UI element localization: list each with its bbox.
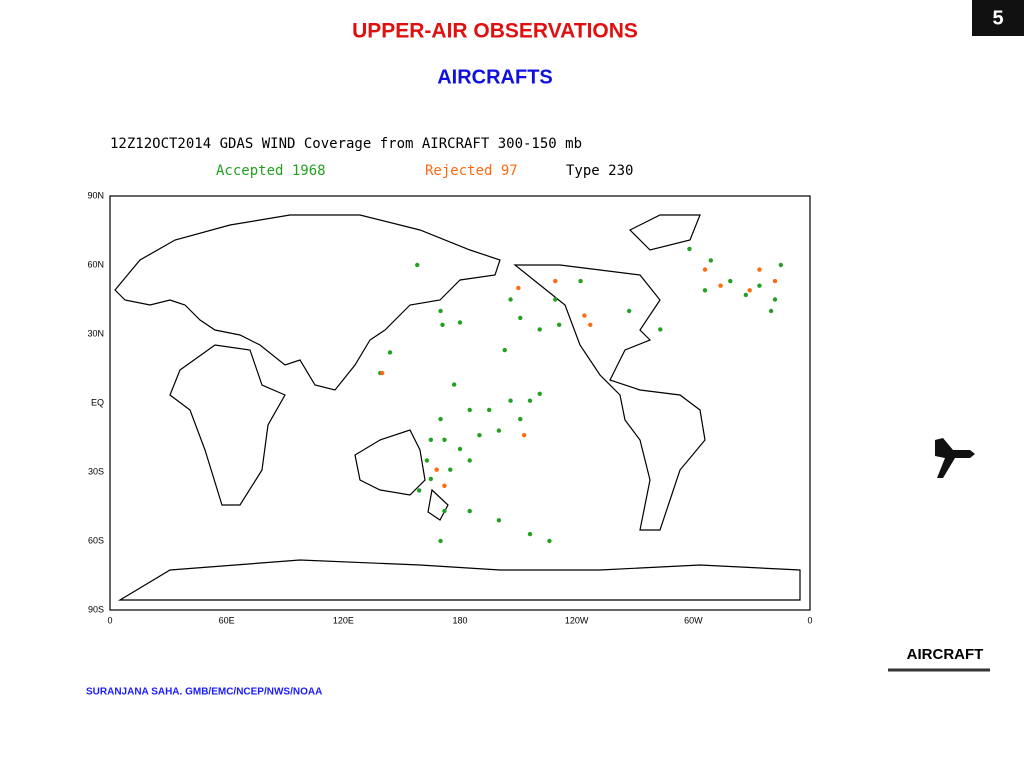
lon-label: 60W [684, 615, 703, 625]
accepted-observation [440, 322, 445, 327]
lat-label: 60N [87, 259, 104, 269]
accepted-observation [424, 458, 430, 463]
icon-label: AIRCRAFT [907, 646, 984, 663]
lon-label: 0 [807, 615, 812, 625]
accepted-observation [626, 308, 632, 314]
map [109, 195, 811, 611]
subtitle: AIRCRAFTS [437, 66, 553, 88]
accepted-observation [772, 297, 778, 302]
accepted-observation [556, 322, 562, 327]
accepted-observation [416, 488, 422, 493]
lon-label: 180 [452, 615, 467, 625]
accepted-observation [527, 398, 533, 403]
accepted-observation [778, 262, 784, 268]
rejected-observation [434, 467, 439, 472]
legend-type: Type 230 [566, 163, 633, 179]
lon-label: 60E [219, 615, 235, 625]
accepted-observation [387, 350, 393, 355]
accepted-observation [442, 508, 447, 514]
rejected-observation [588, 322, 593, 327]
accepted-observation [438, 416, 443, 422]
coastlines [114, 214, 801, 601]
map-frame [109, 195, 811, 611]
accepted-observation [702, 288, 708, 293]
rejected-observation [582, 313, 587, 318]
accepted-observation [457, 446, 463, 452]
accepted-observation [578, 278, 583, 284]
accepted-observation [518, 416, 523, 422]
lon-label: 120E [333, 615, 354, 625]
accepted-observation [708, 258, 714, 263]
accepted-observation [467, 508, 472, 514]
legend-rejected: Rejected 97 [425, 163, 518, 179]
lat-label: 90N [87, 190, 104, 200]
rejected-observation [516, 285, 521, 291]
accepted-observation [438, 308, 443, 314]
accepted-observation [428, 437, 434, 442]
footer: SURANJANA SAHA. GMB/EMC/NCEP/NWS/NOAA [86, 687, 322, 698]
accepted-observation [527, 531, 533, 537]
lat-label: 60S [88, 535, 104, 545]
rejected-observation [747, 288, 752, 293]
lat-label: 90S [88, 604, 104, 614]
accepted-observation [743, 292, 749, 298]
accepted-observation [537, 327, 542, 332]
accepted-observation [496, 518, 502, 523]
lon-label: 120W [565, 615, 589, 625]
rejected-observation [553, 278, 558, 284]
lon-label: 0 [107, 615, 112, 625]
accepted-observation [457, 320, 463, 325]
lat-label: EQ [91, 397, 104, 407]
accepted-observation [508, 297, 513, 302]
accepted-observation [451, 382, 457, 387]
accepted-observation [508, 398, 513, 403]
lat-label: 30S [88, 466, 104, 476]
accepted-observation [553, 297, 558, 302]
rejected-observation [772, 278, 778, 284]
accepted-observation [687, 246, 692, 252]
slide-number-box [972, 0, 1024, 36]
map-title: 12Z12OCT2014 GDAS WIND Coverage from AIR… [110, 136, 582, 152]
airplane-icon [935, 438, 975, 478]
accepted-observation [728, 278, 733, 284]
rejected-observation [521, 433, 527, 438]
rejected-observation [380, 370, 385, 376]
lat-label: 30N [87, 328, 104, 338]
accepted-observation [486, 407, 492, 413]
accepted-observation [496, 428, 502, 433]
rejected-observation [718, 283, 723, 288]
accepted-observation [757, 283, 762, 288]
accepted-observation [547, 538, 552, 544]
accepted-observation [467, 407, 472, 413]
accepted-observation [477, 433, 482, 438]
accepted-observation [537, 391, 542, 396]
rejected-observation [757, 267, 762, 272]
accepted-observation [467, 458, 472, 463]
title: UPPER-AIR OBSERVATIONS [352, 20, 638, 43]
rejected-observation [702, 267, 708, 272]
slide-number: 5 [992, 7, 1003, 29]
accepted-observation [448, 467, 453, 472]
accepted-observation [658, 327, 663, 332]
accepted-observation [768, 308, 774, 314]
rejected-observation [442, 483, 447, 488]
accepted-observation [518, 315, 523, 321]
accepted-observation [442, 437, 447, 442]
accepted-observation [438, 538, 443, 544]
legend-accepted: Accepted 1968 [216, 163, 326, 179]
accepted-observation [415, 262, 420, 268]
accepted-observation [428, 476, 434, 482]
accepted-observation [502, 347, 507, 353]
